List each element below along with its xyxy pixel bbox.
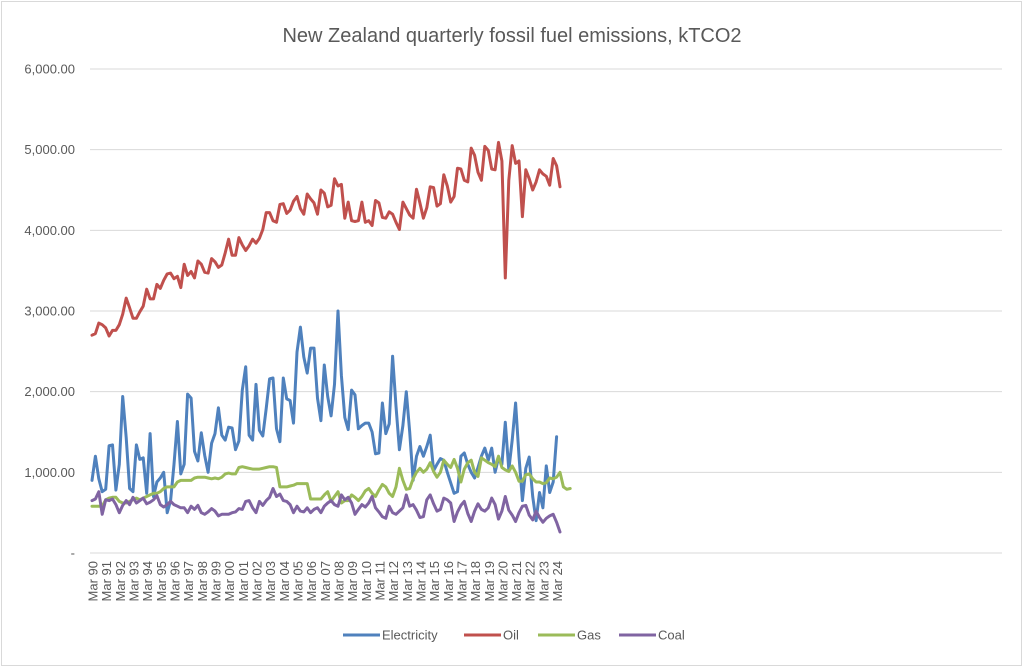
x-tick-label: Mar 11 xyxy=(372,561,387,601)
x-tick-label: Mar 13 xyxy=(400,561,415,601)
x-tick-label: Mar 03 xyxy=(263,561,278,601)
x-tick-label: Mar 12 xyxy=(386,561,401,601)
x-tick-label: Mar 17 xyxy=(454,561,469,601)
chart-title: New Zealand quarterly fossil fuel emissi… xyxy=(282,25,741,47)
y-tick-label: 3,000.00 xyxy=(24,304,75,319)
x-tick-label: Mar 05 xyxy=(290,561,305,601)
x-tick-label: Mar 20 xyxy=(495,561,510,601)
x-tick-label: Mar 00 xyxy=(222,561,237,601)
y-tick-label: 2,000.00 xyxy=(24,384,75,399)
y-tick-label: 4,000.00 xyxy=(24,223,75,238)
x-tick-label: Mar 22 xyxy=(523,561,538,601)
x-tick-label: Mar 14 xyxy=(413,561,428,601)
legend-label-electricity: Electricity xyxy=(382,628,438,643)
x-tick-label: Mar 10 xyxy=(359,561,374,601)
x-tick-label: Mar 93 xyxy=(126,561,141,601)
legend-label-gas: Gas xyxy=(577,628,601,643)
series-line-coal xyxy=(90,487,562,534)
x-tick-label: Mar 06 xyxy=(304,561,319,601)
x-tick-label: Mar 16 xyxy=(441,561,456,601)
x-tick-label: Mar 24 xyxy=(550,561,565,601)
series-line-oil xyxy=(90,140,562,338)
x-tick-label: Mar 94 xyxy=(140,561,155,601)
y-tick-label: - xyxy=(71,546,75,561)
x-tick-label: Mar 08 xyxy=(331,561,346,601)
x-tick-label: Mar 97 xyxy=(181,561,196,601)
legend-label-coal: Coal xyxy=(658,628,685,643)
x-tick-label: Mar 98 xyxy=(195,561,210,601)
x-tick-label: Mar 02 xyxy=(249,561,264,601)
x-tick-label: Mar 18 xyxy=(468,561,483,601)
x-tick-label: Mar 09 xyxy=(345,561,360,601)
x-tick-label: Mar 15 xyxy=(427,561,442,601)
legend-label-oil: Oil xyxy=(503,628,519,643)
x-tick-label: Mar 95 xyxy=(154,561,169,601)
x-tick-label: Mar 19 xyxy=(482,561,497,601)
x-tick-label: Mar 21 xyxy=(509,561,524,601)
y-axis-tick-labels: - 1,000.00 2,000.00 3,000.00 4,000.00 5,000.0… xyxy=(24,62,75,561)
x-tick-label: Mar 04 xyxy=(277,561,292,601)
x-tick-label: Mar 99 xyxy=(208,561,223,601)
x-tick-label: Mar 01 xyxy=(236,561,251,601)
x-tick-label: Mar 23 xyxy=(536,561,551,601)
y-tick-label: 1,000.00 xyxy=(24,465,75,480)
x-tick-label: Mar 90 xyxy=(86,561,101,601)
x-tick-label: Mar 91 xyxy=(99,561,114,601)
y-tick-label: 6,000.00 xyxy=(24,62,75,77)
legend: Electricity Oil Gas Coal xyxy=(343,628,685,643)
series-lines xyxy=(90,140,572,534)
x-tick-label: Mar 92 xyxy=(113,561,128,601)
x-tick-label: Mar 07 xyxy=(318,561,333,601)
y-tick-label: 5,000.00 xyxy=(24,142,75,157)
x-tick-label: Mar 96 xyxy=(167,561,182,601)
